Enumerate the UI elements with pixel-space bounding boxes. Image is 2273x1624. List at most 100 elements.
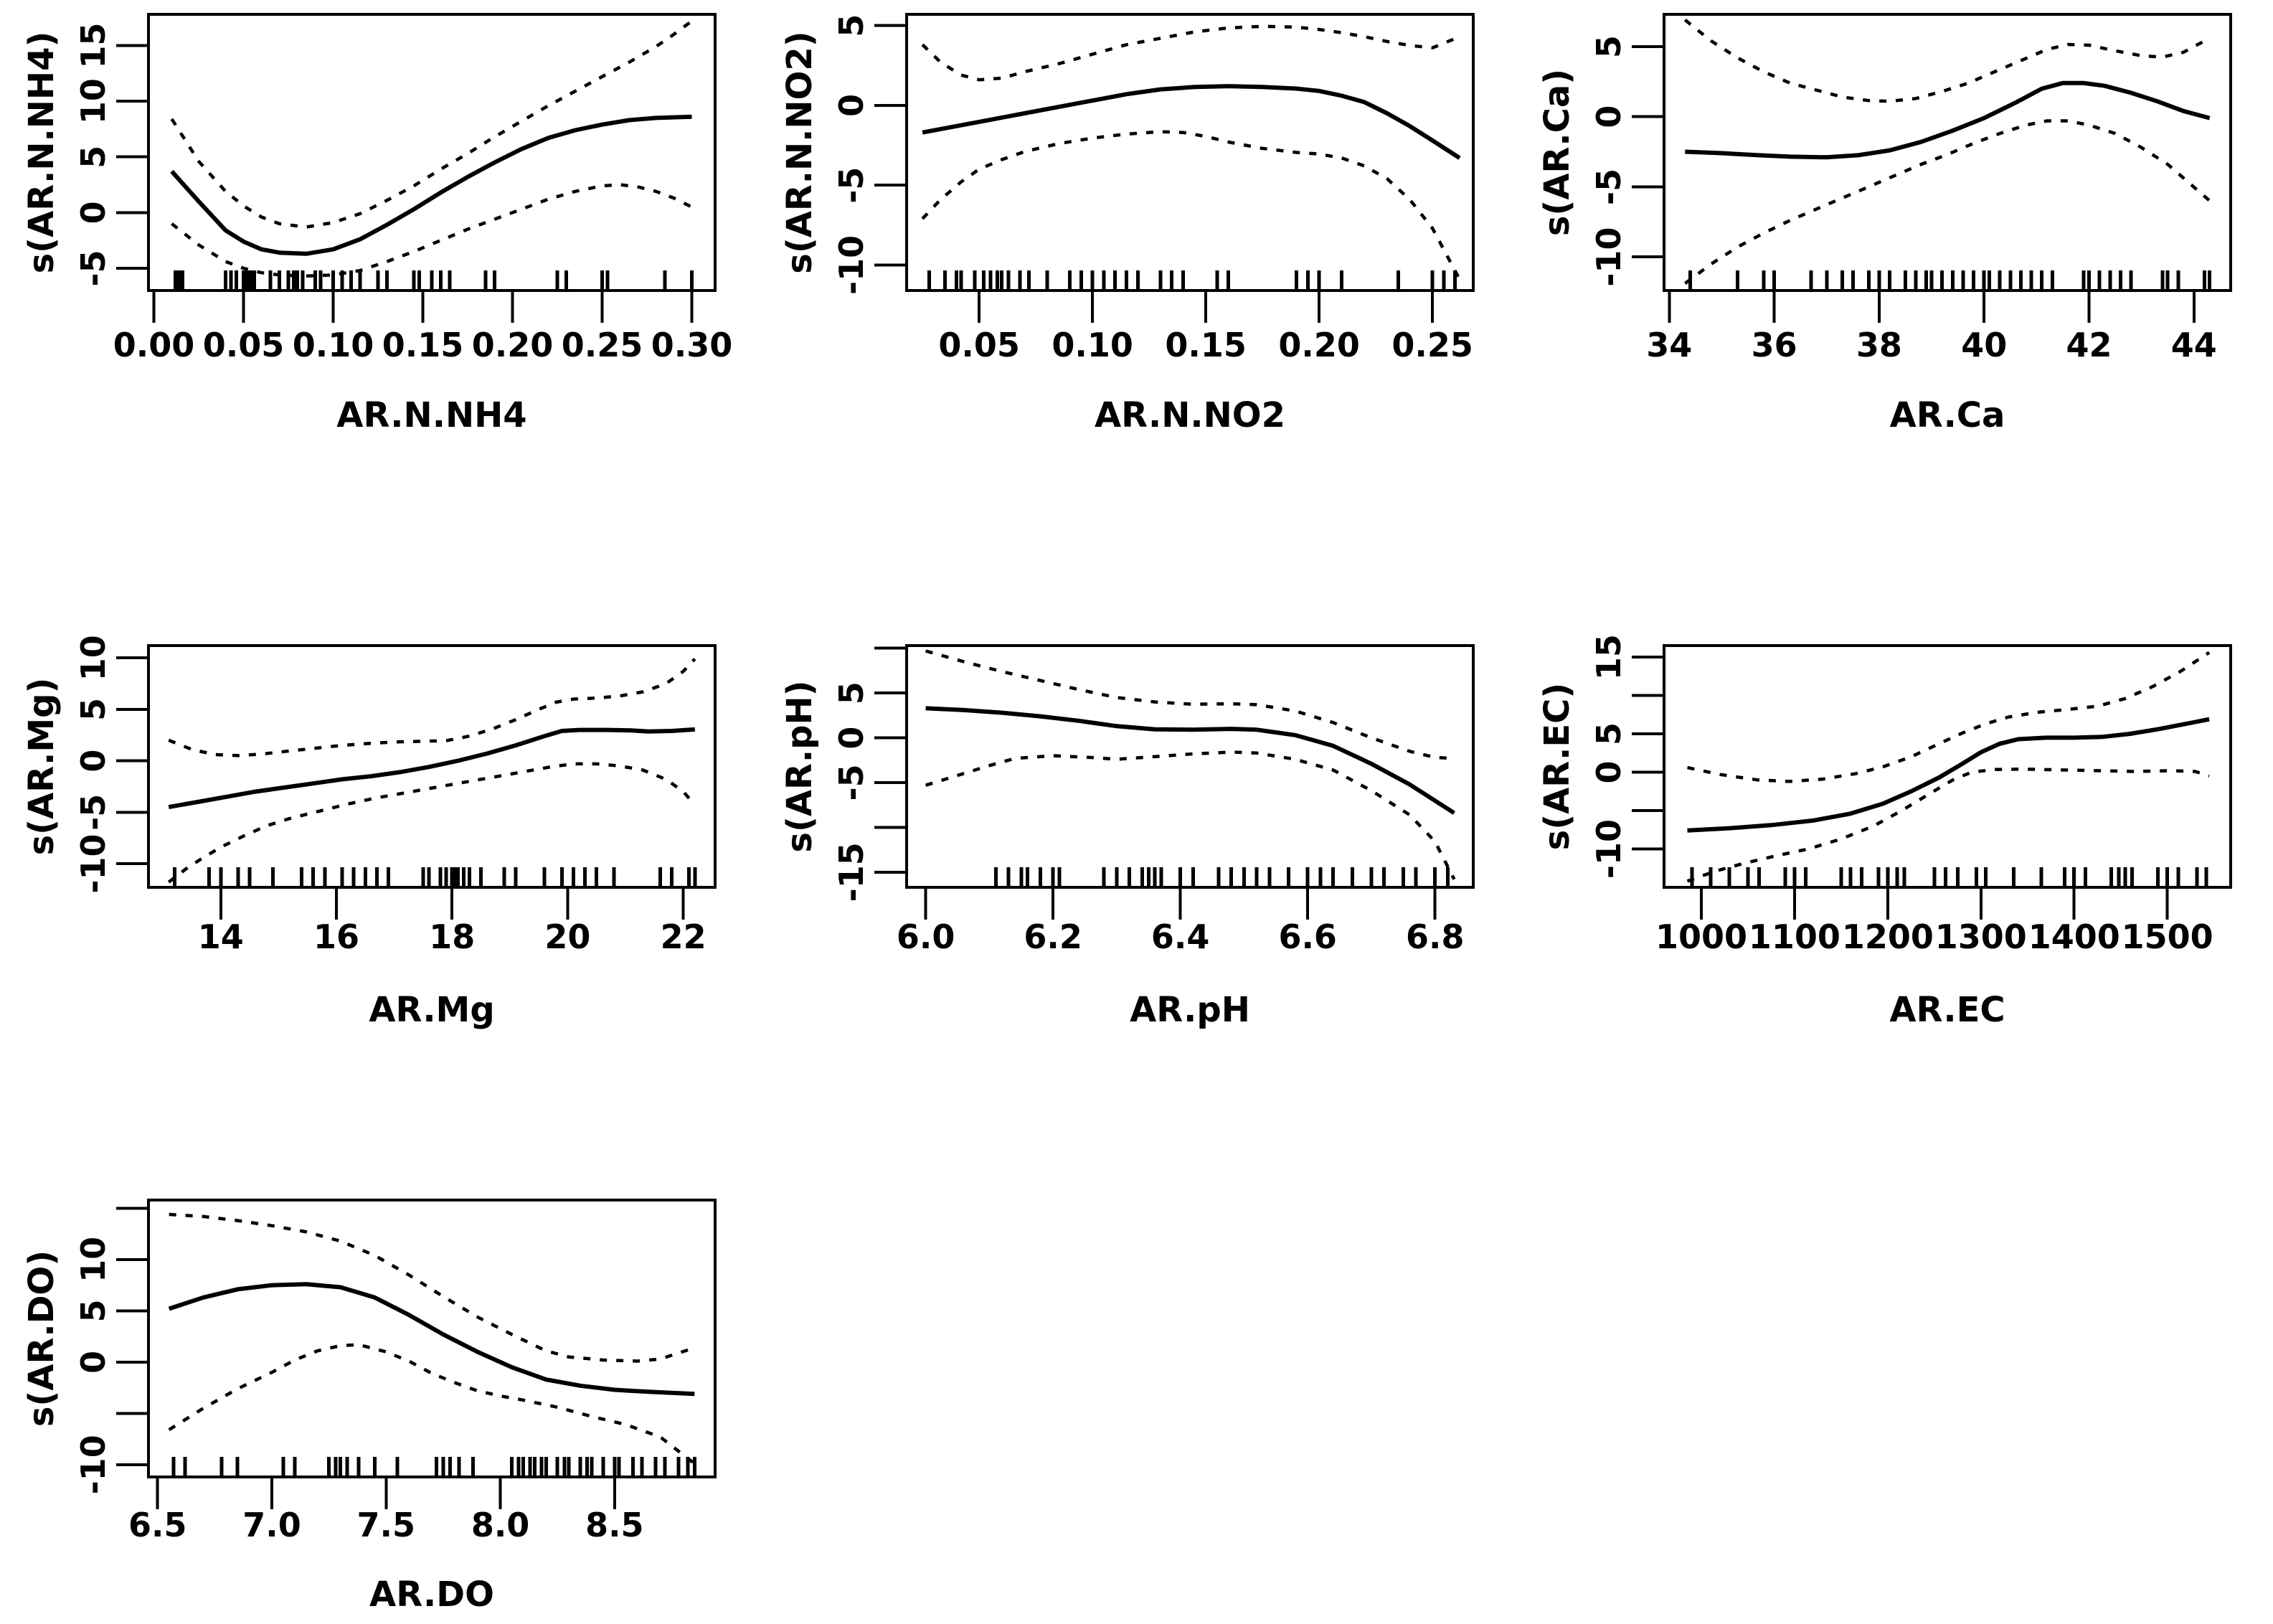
y-axis-title: s(AR.pH) — [780, 680, 820, 852]
x-tick-label: 0.15 — [1165, 326, 1247, 364]
y-tick-label: -10 — [1589, 227, 1628, 287]
rug-marks — [1688, 270, 2212, 289]
x-tick-label: 0.00 — [113, 326, 195, 364]
panel-ar-ca: 34 36 38 40 42 44 -10 -5 0 5 AR.Ca s(AR.Ca) — [1537, 13, 2232, 435]
panel-ar-mg: 14 16 18 20 22 -10-5 0 5 10 AR.Mg s(AR.Mg) — [22, 635, 717, 1030]
y-tick-label: -5 — [832, 764, 871, 801]
x-tick-label: 0.20 — [1278, 326, 1360, 364]
y-tick-label: 5 — [74, 1299, 113, 1322]
rug-marks — [1690, 867, 2208, 886]
x-tick-label: 0.10 — [293, 326, 374, 364]
rug-marks — [172, 867, 697, 886]
x-tick-label: 8.0 — [471, 1506, 530, 1544]
x-tick-label: 8.5 — [585, 1506, 644, 1544]
x-tick-label: 1500 — [2122, 917, 2213, 956]
fit-line — [168, 1282, 695, 1397]
x-tick-label: 36 — [1752, 326, 1797, 364]
y-tick-label: 15 — [74, 22, 113, 68]
y-tick-label: -5 — [74, 250, 113, 286]
panel-ar-ph: 6.0 6.2 6.4 6.6 6.8 -15 -5 0 5 AR.pH s(AR.pH) — [780, 644, 1475, 1030]
x-axis-title: AR.pH — [1130, 990, 1250, 1030]
x-tick-label: 14 — [198, 917, 244, 956]
x-axis-title: AR.N.NO2 — [1095, 395, 1285, 435]
plot-box — [905, 644, 1475, 889]
x-tick-label: 0.30 — [651, 326, 733, 364]
y-tick-label: 0 — [1589, 761, 1628, 784]
x-tick-label: 42 — [2066, 326, 2112, 364]
lower-ci-line — [921, 130, 1461, 280]
y-tick-label: -10 — [832, 235, 871, 295]
y-tick-label: -10 — [1589, 819, 1628, 879]
x-tick-label: 16 — [313, 917, 359, 956]
x-tick-label: 6.0 — [897, 917, 955, 956]
x-tick-label: 0.05 — [203, 326, 285, 364]
curves-group — [170, 19, 693, 278]
y-tick-label: 0 — [74, 201, 113, 224]
y-tick-label: 5 — [74, 146, 113, 169]
plot-box — [147, 644, 717, 889]
x-tick-label: 1100 — [1749, 917, 1840, 956]
rug-marks — [927, 270, 1457, 289]
x-tick-label: 6.2 — [1024, 917, 1082, 956]
y-tick-label: 10 — [74, 78, 113, 124]
y-tick-label: 5 — [832, 681, 871, 704]
curves-group — [921, 24, 1461, 280]
lower-ci-line — [925, 750, 1456, 880]
y-tick-label: 5 — [832, 14, 871, 37]
y-tick-label: 10 — [74, 1237, 113, 1283]
y-axis-title: s(AR.N.NH4) — [22, 32, 62, 274]
upper-ci-line — [921, 24, 1460, 82]
rug-marks — [171, 1457, 696, 1476]
fit-line — [168, 727, 695, 810]
plot-box — [1663, 13, 2232, 292]
x-tick-label: 7.5 — [357, 1506, 416, 1544]
y-tick-label: 0 — [832, 94, 871, 117]
x-tick-label: 1200 — [1842, 917, 1934, 956]
lower-ci-line — [171, 183, 693, 278]
x-axis-title: AR.Ca — [1890, 395, 2005, 435]
lower-ci-line — [167, 762, 696, 884]
x-tick-label: 0.20 — [472, 326, 554, 364]
x-tick-label: 1400 — [2028, 917, 2120, 956]
y-tick-label: -10 — [74, 834, 113, 893]
rug-marks — [174, 270, 694, 289]
curves-group — [1686, 651, 2211, 883]
fit-line — [922, 84, 1461, 160]
upper-ci-line — [925, 649, 1455, 760]
lower-ci-line — [1686, 767, 2210, 883]
x-axis-title: AR.DO — [369, 1575, 494, 1615]
upper-ci-line — [170, 19, 693, 229]
panel-ar-n-nh4: 0.00 0.05 0.10 0.15 0.20 0.25 0.30 -5 0 5 10 15 AR.N… — [22, 13, 733, 435]
y-tick-label: 0 — [832, 727, 871, 750]
x-tick-label: 7.0 — [242, 1506, 301, 1544]
x-tick-label: 1000 — [1655, 917, 1747, 956]
fit-line — [1687, 717, 2210, 833]
x-tick-label: 6.4 — [1151, 917, 1210, 956]
y-axis-title: s(AR.EC) — [1537, 683, 1577, 851]
fit-line — [925, 706, 1456, 815]
upper-ci-line — [1687, 651, 2211, 783]
y-tick-label: 0 — [74, 750, 113, 773]
fit-line — [1685, 80, 2211, 160]
rug-marks — [993, 867, 1450, 886]
y-tick-label: 5 — [1589, 35, 1628, 58]
x-tick-label: 1300 — [1935, 917, 2027, 956]
x-tick-label: 0.05 — [938, 326, 1020, 364]
x-tick-label: 6.5 — [128, 1506, 187, 1544]
y-axis-title: s(AR.N.NO2) — [780, 31, 820, 273]
x-axis-title: AR.EC — [1889, 990, 2005, 1030]
x-tick-label: 44 — [2171, 326, 2217, 364]
x-tick-label: 0.10 — [1052, 326, 1133, 364]
y-axis-title: s(AR.Ca) — [1537, 69, 1577, 236]
curves-group — [925, 649, 1456, 880]
x-tick-label: 0.15 — [382, 326, 464, 364]
x-tick-label: 0.25 — [562, 326, 643, 364]
panel-ar-ec: 1000 1100 1200 1300 1400 1500 -10 0 5 15 AR.EC s(AR… — [1537, 634, 2232, 1030]
panel-ar-n-no2: 0.05 0.10 0.15 0.20 0.25 -10 -5 0 5 AR.N.NO2 s(AR.… — [780, 13, 1475, 435]
y-tick-label: -10 — [74, 1435, 113, 1494]
curves-group — [167, 658, 696, 884]
upper-ci-line — [168, 658, 696, 757]
y-axis-title: s(AR.DO) — [22, 1250, 62, 1427]
y-tick-label: 10 — [74, 635, 113, 681]
y-tick-label: 0 — [74, 1351, 113, 1374]
